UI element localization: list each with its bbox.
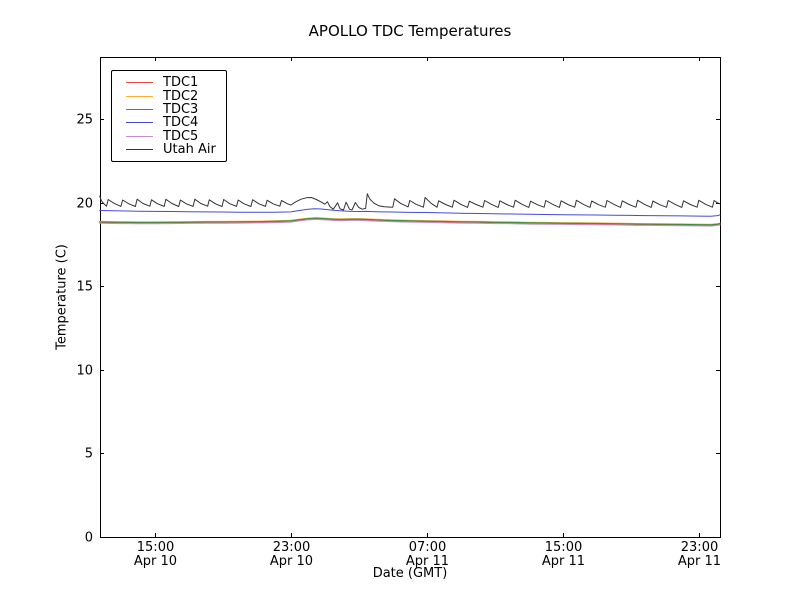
legend-line-swatch: [126, 95, 153, 97]
x-tick-date: Apr 11: [541, 553, 586, 569]
legend-item: TDC1: [122, 75, 216, 91]
series-line-tdc5: [99, 218, 721, 227]
legend-item: TDC5: [122, 128, 216, 144]
legend-item: TDC4: [122, 115, 216, 131]
x-tick-label: 15:00 Apr 10: [116, 541, 196, 568]
legend-line-swatch: [126, 135, 153, 137]
legend-item: Utah Air: [122, 142, 216, 158]
x-axis-label: Date (GMT): [372, 566, 448, 581]
legend-item: TDC2: [122, 88, 216, 104]
legend-item: TDC3: [122, 101, 216, 117]
series-line-tdc4: [99, 208, 721, 217]
y-tick-label: 5: [84, 446, 93, 461]
legend-label: TDC3: [163, 101, 199, 117]
legend-label: TDC5: [163, 128, 199, 144]
legend-label: Utah Air: [163, 142, 216, 158]
chart-title: APOLLO TDC Temperatures: [308, 22, 512, 40]
x-tick-label: 23:00 Apr 10: [252, 541, 332, 568]
x-tick-label: 23:00 Apr 11: [660, 541, 740, 568]
x-tick-date: Apr 10: [269, 553, 314, 569]
x-tick-time: 23:00: [272, 540, 311, 555]
x-tick-date: Apr 11: [677, 553, 722, 569]
y-axis-label: Temperature (C): [54, 244, 70, 350]
legend-line-swatch: [126, 108, 153, 110]
series-line-utah-air: [99, 193, 721, 211]
x-tick-time: 15:00: [544, 540, 583, 555]
legend-label: TDC4: [163, 115, 199, 131]
legend-label: TDC2: [163, 88, 199, 104]
legend-line-swatch: [126, 82, 153, 84]
legend-line-swatch: [126, 122, 153, 124]
series-line-tdc3: [99, 217, 721, 226]
x-tick-time: 23:00: [680, 540, 719, 555]
legend-label: TDC1: [163, 75, 199, 91]
y-tick-label: 0: [84, 530, 93, 545]
x-tick-time: 07:00: [408, 540, 447, 555]
y-tick-label: 20: [76, 196, 93, 211]
x-tick-label: 15:00 Apr 11: [524, 541, 604, 568]
x-tick-date: Apr 11: [405, 553, 450, 569]
x-tick-label: 07:00 Apr 11: [388, 541, 468, 568]
legend-line-swatch: [126, 149, 153, 151]
y-tick-label: 25: [76, 112, 93, 127]
x-tick-time: 15:00: [136, 540, 175, 555]
y-tick-label: 10: [76, 363, 93, 378]
legend: TDC1 TDC2 TDC3 TDC4 TDC5 Utah Air: [111, 70, 227, 163]
plot-frame: [100, 57, 721, 538]
y-tick-label: 15: [76, 279, 93, 294]
x-tick-date: Apr 10: [133, 553, 178, 569]
